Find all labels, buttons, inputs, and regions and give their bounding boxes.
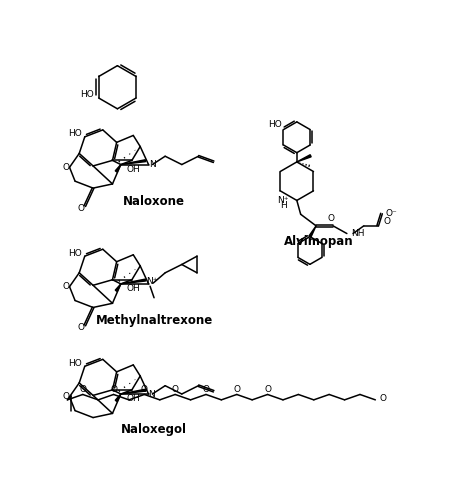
Text: HO: HO <box>81 90 94 99</box>
Text: O: O <box>328 214 335 223</box>
Text: N⁺: N⁺ <box>278 196 289 205</box>
Text: O: O <box>380 394 387 403</box>
Text: O: O <box>383 217 391 227</box>
Text: Naloxone: Naloxone <box>123 195 185 208</box>
Text: O: O <box>77 323 84 332</box>
Text: O: O <box>141 385 148 394</box>
Text: O: O <box>110 385 117 394</box>
Text: N: N <box>148 389 155 398</box>
Polygon shape <box>115 394 121 402</box>
Text: O: O <box>62 282 69 291</box>
Text: OH: OH <box>127 284 141 293</box>
Text: Methylnaltrexone: Methylnaltrexone <box>95 314 213 327</box>
Polygon shape <box>121 389 146 394</box>
Text: HO: HO <box>268 121 282 129</box>
Text: O: O <box>62 392 69 401</box>
Text: O: O <box>172 385 179 394</box>
Polygon shape <box>115 165 121 172</box>
Text: O: O <box>77 204 84 213</box>
Polygon shape <box>121 160 146 165</box>
Polygon shape <box>121 279 146 284</box>
Text: O: O <box>264 385 271 394</box>
Polygon shape <box>309 226 316 237</box>
Polygon shape <box>297 155 311 162</box>
Text: NH: NH <box>351 229 364 238</box>
Text: HO: HO <box>68 248 82 257</box>
Text: HO: HO <box>68 359 82 368</box>
Text: O: O <box>233 385 240 394</box>
Text: N: N <box>149 160 156 169</box>
Text: OH: OH <box>127 165 141 174</box>
Text: Alvimopan: Alvimopan <box>283 235 353 248</box>
Text: O: O <box>62 163 69 172</box>
Text: Naloxegol: Naloxegol <box>121 423 187 435</box>
Text: N⁺: N⁺ <box>146 277 158 286</box>
Text: HO: HO <box>68 129 82 138</box>
Text: H: H <box>280 201 287 210</box>
Text: O: O <box>202 385 210 394</box>
Text: O⁻: O⁻ <box>385 209 397 218</box>
Text: OH: OH <box>127 394 141 403</box>
Text: O: O <box>79 385 86 394</box>
Polygon shape <box>115 284 121 292</box>
